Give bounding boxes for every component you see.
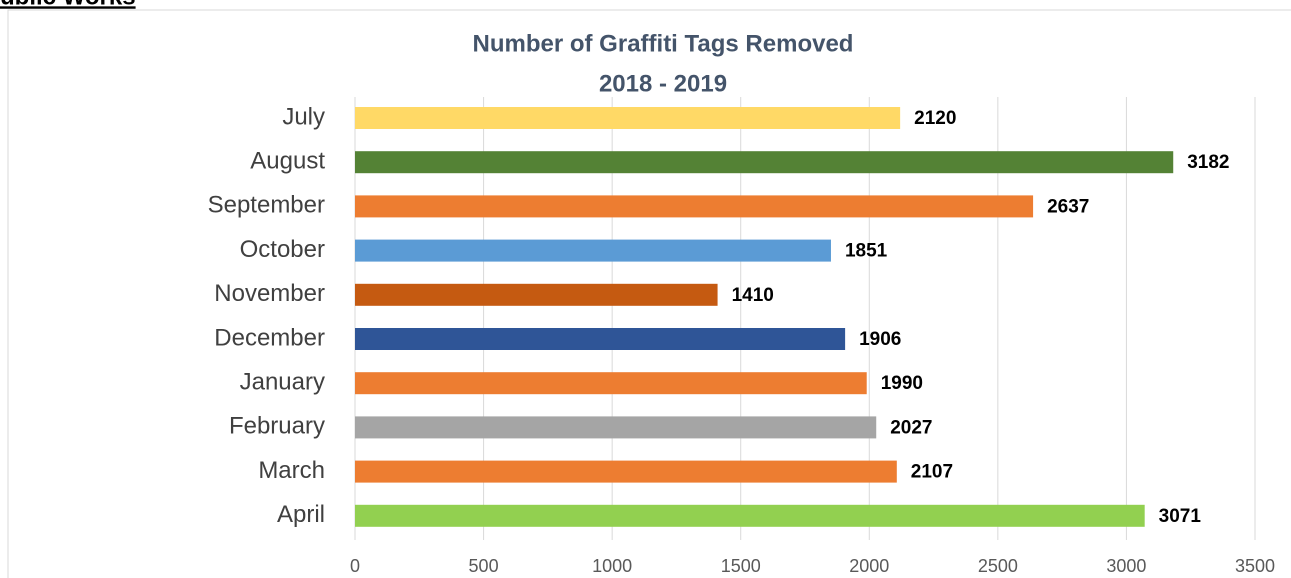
- y-tick-label: September: [208, 192, 325, 219]
- y-tick-label: February: [229, 413, 325, 440]
- bar: [355, 416, 877, 439]
- data-label: 1410: [732, 285, 774, 306]
- y-tick-label: December: [214, 324, 325, 351]
- bar: [355, 195, 1034, 218]
- x-tick-label: 1500: [721, 556, 761, 576]
- bar: [355, 107, 901, 129]
- data-label: 2120: [914, 108, 956, 129]
- y-tick-label: October: [240, 236, 325, 263]
- data-label: 3182: [1187, 152, 1229, 173]
- x-tick-label: 3500: [1235, 556, 1275, 576]
- y-tick-label: March: [258, 457, 325, 484]
- bar: [355, 328, 846, 350]
- bar: [355, 283, 718, 306]
- y-tick-label: April: [277, 501, 325, 528]
- chart-title: Number of Graffiti Tags Removed: [473, 30, 854, 57]
- bar: [355, 151, 1174, 174]
- bar: [355, 239, 831, 262]
- y-tick-label: July: [282, 103, 325, 130]
- y-tick-label: January: [240, 369, 325, 396]
- data-label: 1990: [881, 373, 923, 394]
- y-tick-label: November: [214, 280, 325, 307]
- data-label: 2027: [890, 417, 932, 438]
- x-tick-label: 1000: [592, 556, 632, 576]
- data-label: 3071: [1159, 506, 1202, 527]
- x-tick-label: 500: [469, 556, 499, 576]
- x-tick-label: 0: [350, 556, 360, 576]
- page-header: ublic Works: [0, 0, 136, 10]
- data-label: 1906: [859, 329, 901, 350]
- y-tick-label: August: [250, 148, 325, 175]
- x-tick-label: 2000: [849, 556, 889, 576]
- bar: [355, 460, 897, 483]
- x-tick-label: 2500: [978, 556, 1018, 576]
- x-tick-label: 3000: [1106, 556, 1146, 576]
- chart-subtitle: 2018 - 2019: [599, 70, 727, 97]
- bar: [355, 372, 867, 395]
- data-label: 1851: [845, 241, 888, 262]
- bar: [355, 504, 1145, 527]
- data-label: 2107: [911, 462, 953, 483]
- data-label: 2637: [1047, 196, 1089, 217]
